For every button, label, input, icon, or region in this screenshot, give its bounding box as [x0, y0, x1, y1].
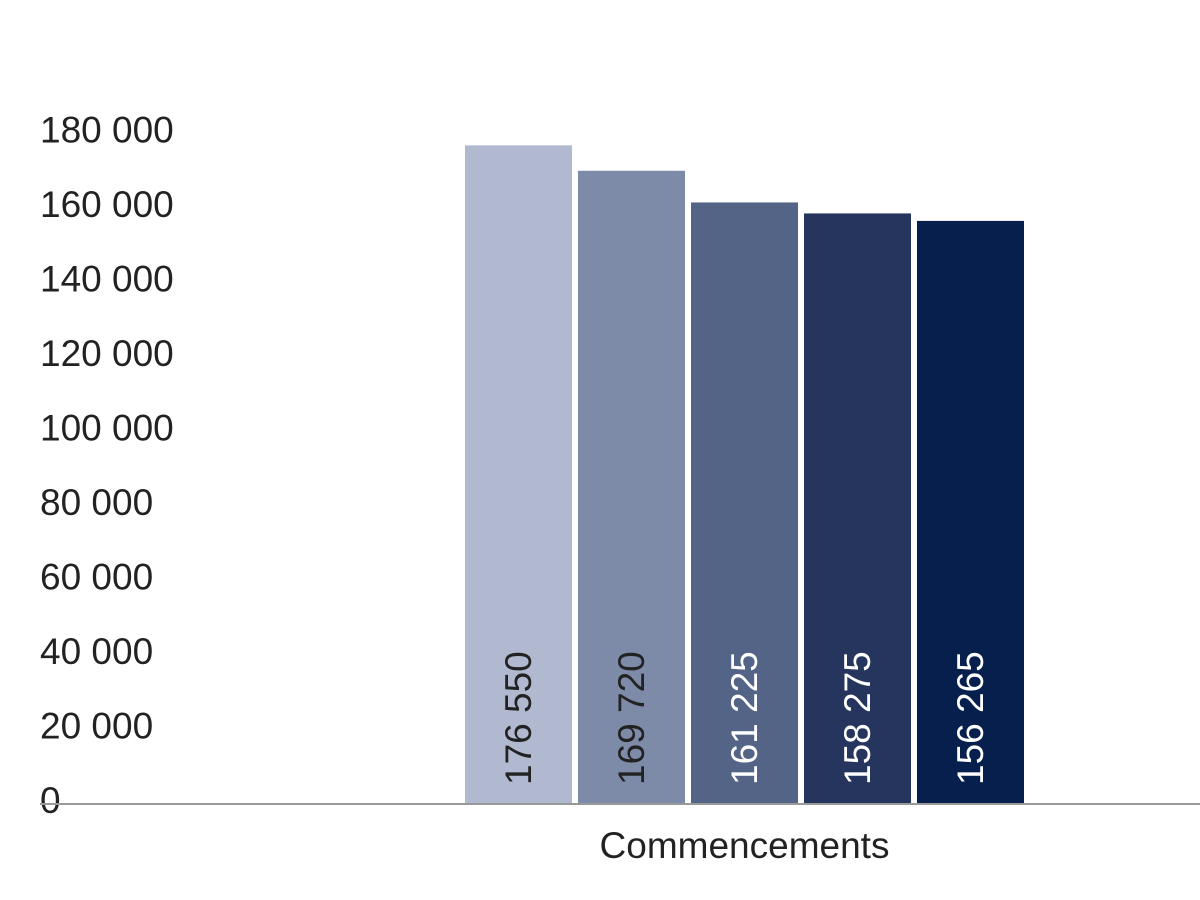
bar-value-label: 176 550: [498, 651, 539, 785]
y-tick-label: 0: [40, 780, 61, 821]
y-tick-label: 40 000: [40, 631, 153, 672]
y-tick-label: 100 000: [40, 407, 174, 448]
bar: [804, 213, 911, 803]
y-tick-label: 160 000: [40, 184, 174, 225]
y-tick-label: 20 000: [40, 705, 153, 746]
bar-value-labels: 176 550 169 720 161 225 158 275 156 265: [498, 651, 991, 785]
bar: [691, 202, 798, 803]
category-label: Commencements: [600, 825, 890, 866]
bar-value-label: 156 265: [950, 651, 991, 785]
bar-value-label: 158 275: [837, 651, 878, 785]
y-tick-label: 80 000: [40, 482, 153, 523]
y-tick-label: 180 000: [40, 109, 174, 150]
y-tick-label: 140 000: [40, 258, 174, 299]
bar: [465, 145, 572, 803]
bar-value-label: 161 225: [724, 651, 765, 785]
bar-value-label: 169 720: [611, 651, 652, 785]
bar-group: [465, 145, 1024, 804]
y-tick-label: 60 000: [40, 556, 153, 597]
bar: [578, 170, 685, 804]
y-tick-label: 120 000: [40, 333, 174, 374]
bar: [917, 220, 1024, 804]
y-axis-tick-labels: 0 20 000 40 000 60 000 80 000 100 000 120 000 1…: [40, 109, 174, 821]
